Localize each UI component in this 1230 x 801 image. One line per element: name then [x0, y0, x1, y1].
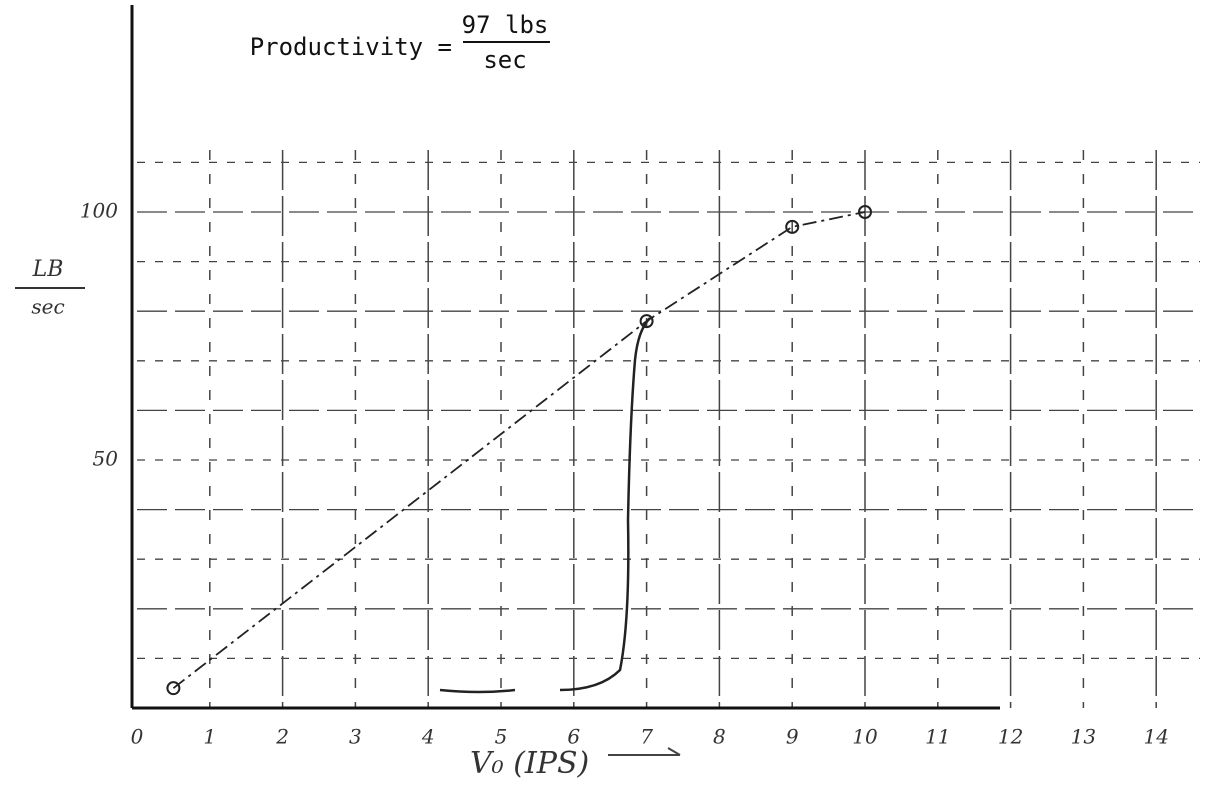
chart: Productivity = 97 lbs sec LB sec V₀ (IPS…	[0, 0, 1230, 801]
x-tick-label: 6	[567, 725, 580, 749]
chart-title: Productivity =	[250, 33, 452, 61]
x-tick-label: 11	[925, 725, 950, 749]
x-tick-label: 1	[203, 725, 216, 749]
page: Productivity = 97 lbs sec LB sec V₀ (IPS…	[0, 0, 1230, 801]
x-tick-label: 12	[998, 725, 1023, 749]
x-tick-label: 2	[275, 725, 289, 749]
x-tick-label: 10	[852, 725, 878, 749]
x-tick-label: 0	[131, 725, 144, 749]
x-tick-label: 4	[421, 725, 435, 749]
y-tick-label: 100	[80, 199, 118, 223]
x-tick-label: 14	[1143, 725, 1168, 749]
title-denominator: sec	[483, 46, 526, 74]
background	[0, 0, 1230, 801]
x-tick-label: 9	[786, 725, 799, 749]
y-tick-label: 50	[93, 447, 119, 471]
x-tick-label: 13	[1071, 725, 1096, 749]
y-axis-label-denominator: sec	[31, 295, 64, 319]
x-tick-label: 7	[640, 725, 653, 749]
x-tick-label: 3	[349, 725, 362, 749]
x-tick-label: 8	[713, 725, 726, 749]
y-axis-label: LB	[32, 257, 64, 282]
x-axis-label: V₀ (IPS)	[470, 746, 589, 781]
title-numerator: 97 lbs	[462, 11, 549, 39]
x-tick-label: 5	[495, 725, 508, 749]
